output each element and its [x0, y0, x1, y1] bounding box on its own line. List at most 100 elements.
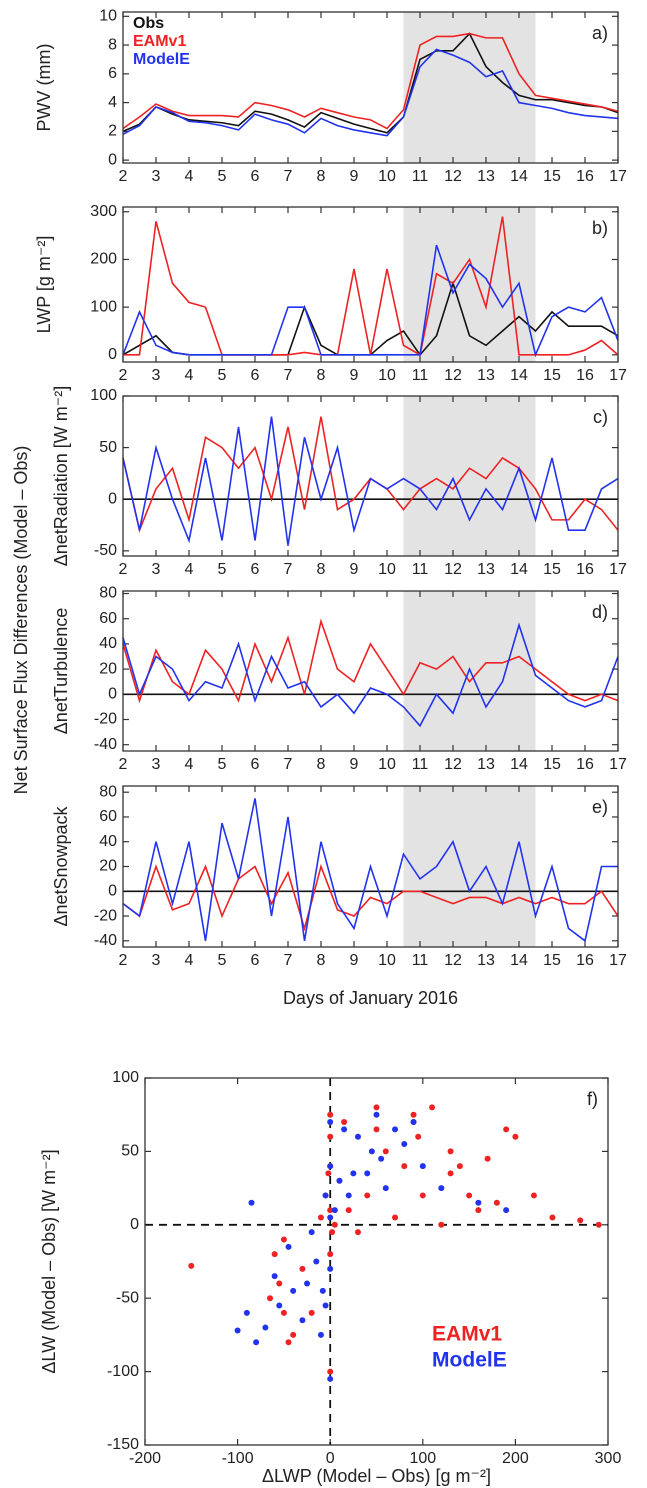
x-tick-label: 4 [185, 367, 194, 384]
scatter-point [285, 1339, 292, 1346]
scatter-point [373, 1104, 380, 1111]
x-tick-label: 9 [350, 168, 359, 185]
scatter-point [317, 1214, 324, 1221]
y-tick-label: 200 [90, 251, 117, 268]
y-tick-label: -150 [107, 1436, 139, 1453]
series-line [122, 798, 618, 943]
scatter-point [350, 1170, 357, 1177]
scatter-point [503, 1207, 510, 1214]
scatter-point [419, 1163, 426, 1170]
scatter-point [248, 1199, 255, 1206]
scatter-point [438, 1221, 445, 1228]
scatter-point [373, 1126, 380, 1133]
x-tick-label: 16 [576, 952, 594, 969]
scatter-point [466, 1192, 473, 1199]
scatter-point [336, 1177, 343, 1184]
scatter-point [475, 1199, 482, 1206]
scatter-point [290, 1287, 297, 1294]
x-tick-label: 8 [317, 756, 326, 773]
y-tick-label: 50 [99, 439, 117, 456]
scatter-point [530, 1192, 537, 1199]
y-tick-label: 100 [90, 298, 117, 315]
x-tick-label: 7 [284, 168, 293, 185]
legend-entry: EAMv1 [432, 1322, 502, 1345]
x-tick-label: 2 [119, 756, 128, 773]
scatter-point [322, 1302, 329, 1309]
scatter-point [276, 1280, 283, 1287]
scatter-point [438, 1185, 445, 1192]
x-tick-label: 10 [378, 367, 396, 384]
scatter-point [345, 1207, 352, 1214]
shaded-period [403, 786, 536, 947]
scatter-point [327, 1251, 334, 1258]
x-tick-label: 4 [185, 952, 194, 969]
series-line [122, 32, 619, 134]
x-tick-label: 3 [152, 756, 161, 773]
series-line [122, 622, 619, 728]
y-tick-label: -100 [107, 1363, 139, 1380]
x-tick-label: 11 [412, 168, 429, 185]
scatter-point [410, 1111, 417, 1118]
x-tick-label: 200 [502, 1450, 529, 1467]
plot-frame [144, 1077, 609, 1446]
x-tick-label: 11 [412, 952, 429, 969]
scatter-point [280, 1309, 287, 1316]
scatter-point [410, 1119, 417, 1126]
scatter-point [327, 1111, 334, 1118]
scatter-point [327, 1214, 334, 1221]
series-line [122, 416, 619, 546]
scatter-point [368, 1148, 375, 1155]
series-line [122, 244, 619, 358]
shared-y-label: Net Surface Flux Differences (Model – Ob… [11, 446, 31, 795]
scatter-point [341, 1119, 348, 1126]
x-tick-label: 10 [378, 756, 396, 773]
y-tick-label: 300 [90, 203, 117, 220]
scatter-point [373, 1111, 380, 1118]
x-tick-label: 17 [609, 561, 627, 578]
x-tick-label: 7 [284, 952, 293, 969]
scatter-point [475, 1207, 482, 1214]
y-tick-label: 100 [90, 387, 117, 404]
x-tick-label: 5 [218, 168, 227, 185]
scatter-point [329, 1229, 336, 1236]
x-tick-label: 15 [543, 952, 561, 969]
x-tick-label: 15 [543, 168, 561, 185]
scatter-point [331, 1207, 338, 1214]
x-tick-label: 17 [609, 756, 627, 773]
x-tick-label: 8 [317, 367, 326, 384]
scatter-point [392, 1126, 399, 1133]
y-tick-label: -50 [116, 1289, 139, 1306]
scatter-point [299, 1265, 306, 1272]
x-axis-label: ΔLWP (Model – Obs) [g m⁻²] [262, 1466, 491, 1486]
x-tick-label: 14 [510, 168, 528, 185]
scatter-point [392, 1214, 399, 1221]
scatter-point [419, 1192, 426, 1199]
scatter-point [308, 1309, 315, 1316]
scatter-point [299, 1317, 306, 1324]
x-tick-label: 16 [576, 756, 594, 773]
scatter-point [331, 1221, 338, 1228]
x-tick-label: 3 [152, 168, 161, 185]
x-tick-label: 16 [576, 168, 594, 185]
x-tick-label: 5 [218, 367, 227, 384]
x-tick-label: 15 [543, 561, 561, 578]
x-tick-label: 13 [477, 952, 495, 969]
x-tick-label: 12 [444, 561, 462, 578]
x-tick-label: 13 [477, 756, 495, 773]
x-tick-label: 11 [412, 561, 429, 578]
y-tick-label: 0 [130, 1216, 139, 1233]
y-tick-label: 4 [108, 94, 117, 111]
legend-entry: ModelE [133, 51, 190, 68]
x-tick-label: 11 [412, 756, 429, 773]
y-tick-label: 0 [108, 346, 117, 363]
x-tick-label: 6 [251, 756, 260, 773]
scatter-point [290, 1331, 297, 1338]
x-tick-label: 14 [510, 367, 528, 384]
y-axis-label: LWP [g m⁻²] [34, 236, 54, 334]
x-tick-label: 300 [595, 1450, 622, 1467]
x-tick-label: 4 [185, 168, 194, 185]
scatter-point [429, 1104, 436, 1111]
x-tick-label: 5 [218, 952, 227, 969]
x-tick-label: 6 [251, 168, 260, 185]
scatter-point [401, 1163, 408, 1170]
